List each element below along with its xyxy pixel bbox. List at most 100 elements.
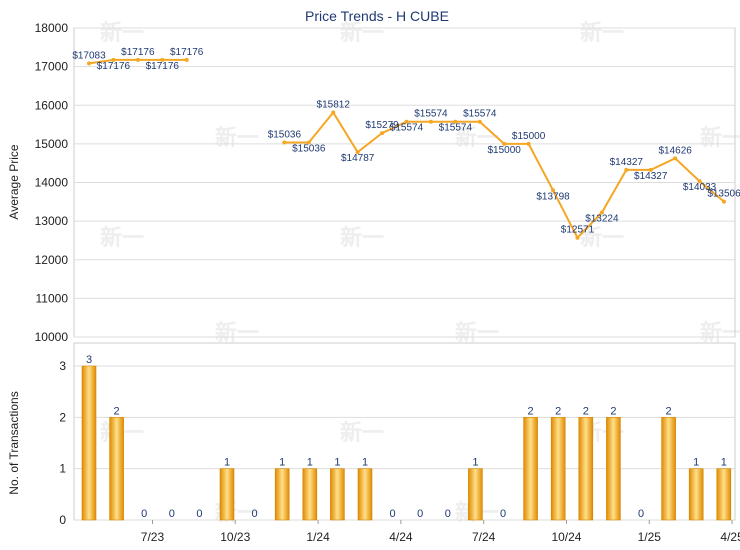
transaction-bar-label: 0 (638, 508, 644, 520)
price-point-label: $15036 (292, 143, 326, 154)
transaction-bar (688, 468, 704, 521)
price-point-label: $14626 (658, 145, 692, 156)
price-point (282, 140, 287, 145)
price-point (87, 61, 91, 66)
chart-title: Price Trends - H CUBE (305, 8, 449, 24)
transaction-bar-label: 0 (445, 508, 451, 520)
transaction-bar-label: 2 (610, 405, 616, 417)
transaction-bar-label: 0 (169, 508, 175, 520)
transaction-bar-label: 2 (666, 405, 672, 417)
price-point (722, 199, 726, 204)
transaction-bar (219, 468, 235, 521)
price-point (648, 167, 653, 172)
x-tick-label: 7/23 (141, 530, 165, 544)
price-tick-label: 13000 (35, 214, 69, 228)
transaction-bar (716, 468, 732, 521)
price-point (355, 150, 360, 155)
transaction-bar (661, 417, 676, 521)
transaction-bar (330, 468, 345, 521)
watermark-text: 新一 (580, 225, 624, 250)
transaction-bar (274, 468, 290, 521)
price-tick-label: 11000 (36, 291, 69, 305)
watermark-text: 新一 (215, 320, 259, 345)
transactions-tick-label: 0 (59, 513, 66, 527)
watermark-text: 新一 (455, 125, 499, 150)
transaction-bar-label: 0 (141, 508, 147, 520)
x-tick-label: 1/24 (306, 530, 330, 544)
price-point-label: $15812 (317, 100, 351, 111)
price-point-label: $13224 (585, 213, 619, 224)
price-point-label: $15574 (463, 109, 497, 120)
transaction-bar (523, 417, 538, 521)
transaction-bar-label: 2 (114, 405, 120, 417)
transaction-bar (81, 365, 97, 521)
transaction-bar-label: 1 (334, 457, 340, 469)
price-point-label: $17176 (97, 61, 131, 72)
transaction-bar-label: 0 (252, 508, 258, 520)
x-tick-label: 1/25 (638, 530, 662, 544)
transaction-bar-label: 3 (86, 354, 92, 366)
price-point (502, 141, 507, 146)
transactions-axis-label: No. of Transactions (7, 391, 21, 494)
watermark-text: 新一 (580, 20, 624, 45)
x-tick-label: 10/24 (551, 530, 581, 544)
watermark-text: 新一 (340, 20, 384, 45)
transaction-bar (468, 468, 483, 521)
price-point (331, 110, 336, 115)
price-point (575, 235, 580, 240)
transaction-bar (357, 468, 373, 521)
transaction-bar (302, 468, 318, 521)
price-point (477, 119, 482, 124)
price-point-label: $15574 (439, 123, 473, 134)
transaction-bar-label: 1 (279, 457, 285, 469)
price-point-label: $15000 (512, 131, 546, 142)
price-point (404, 119, 409, 124)
price-tick-label: 16000 (35, 98, 69, 112)
transaction-bar-label: 0 (390, 508, 396, 520)
transactions-tick-label: 1 (59, 462, 66, 476)
transaction-bar-label: 1 (721, 457, 727, 469)
x-tick-label: 10/23 (220, 530, 250, 544)
price-point (673, 156, 678, 161)
watermark-text: 新一 (340, 420, 384, 445)
price-point-label: $15574 (390, 123, 424, 134)
price-point (697, 179, 702, 184)
price-point-label: $17176 (121, 47, 155, 58)
price-point (453, 119, 458, 124)
price-tick-label: 18000 (35, 21, 69, 35)
watermark-text: 新一 (340, 225, 384, 250)
price-point-label: $15036 (268, 129, 302, 140)
transaction-bar-label: 0 (417, 508, 423, 520)
price-point (160, 57, 165, 62)
price-point-label: $14327 (610, 157, 644, 168)
price-trend-panel: 10000 11000 12000 13000 14000 15000 16000 17000… (35, 21, 740, 344)
price-point (306, 140, 311, 145)
transaction-bar (550, 417, 566, 521)
price-point-label: $14327 (634, 171, 668, 182)
transaction-bar-label: 1 (307, 457, 313, 469)
watermark-text: 新一 (700, 320, 740, 345)
price-point-label: $13798 (536, 191, 570, 202)
price-tick-label: 15000 (35, 137, 69, 151)
transaction-bar (606, 417, 621, 521)
x-tick-label: 7/24 (472, 530, 496, 544)
price-point-label: $17176 (170, 47, 204, 58)
x-tick-label: 4/25 (720, 530, 740, 544)
price-point (428, 119, 433, 124)
price-axis-label: Average Price (7, 144, 21, 219)
transactions-panel: 0 1 2 3 7/23 10/23 1/24 4/24 7/24 10/24 1/25 4/25 3 2… (59, 342, 740, 544)
price-tick-label: 10000 (35, 330, 69, 344)
transaction-bar (578, 417, 594, 521)
watermark-text: 新一 (455, 320, 499, 345)
price-tick-label: 14000 (35, 176, 69, 190)
price-point-label: $12571 (561, 225, 595, 236)
price-point (526, 141, 531, 146)
price-point-label: $14033 (683, 182, 717, 193)
price-tick-label: 17000 (35, 60, 69, 74)
transactions-tick-label: 3 (59, 359, 66, 373)
price-point-label: $15000 (488, 145, 522, 156)
transaction-bar-label: 1 (693, 457, 699, 469)
transaction-bar-label: 0 (196, 508, 202, 520)
transactions-tick-label: 2 (59, 410, 66, 424)
